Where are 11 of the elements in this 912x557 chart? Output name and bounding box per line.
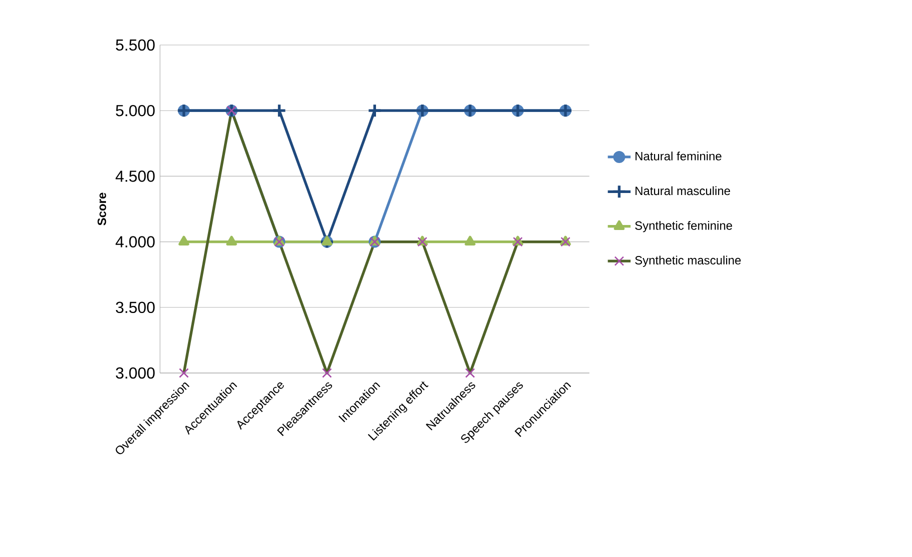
y-tick-label: 4.500 bbox=[116, 170, 155, 182]
y-tick-label: 3.000 bbox=[116, 367, 155, 379]
y-tick-label: 4.000 bbox=[116, 236, 155, 248]
y-tick-label: 3.500 bbox=[116, 302, 155, 314]
y-tick-label: 5.000 bbox=[116, 104, 155, 116]
y-axis-title: Score bbox=[98, 192, 106, 226]
legend-label: Synthetic masculine bbox=[635, 256, 741, 267]
y-tick-label: 5.500 bbox=[116, 39, 155, 51]
legend-label: Natural feminine bbox=[636, 152, 722, 160]
legend-label: Synthetic feminine bbox=[635, 220, 732, 232]
legend-label: Natural masculine bbox=[636, 186, 730, 196]
